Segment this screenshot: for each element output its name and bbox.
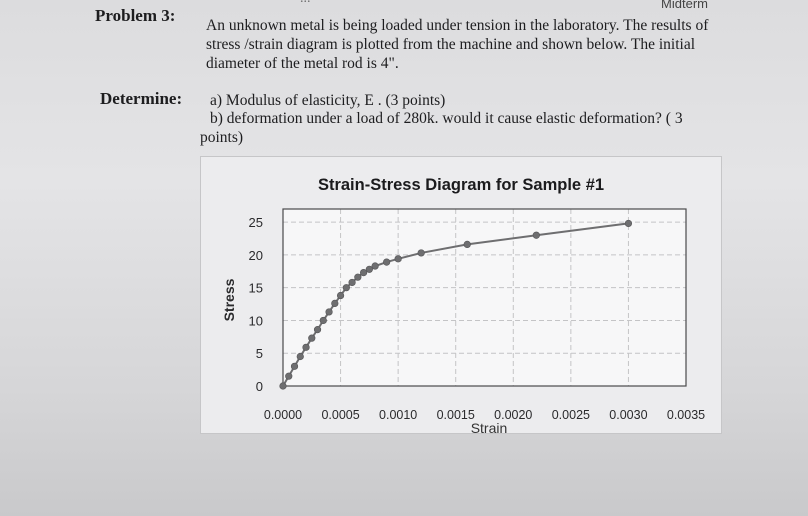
determine-label: Determine: <box>100 89 183 108</box>
problem-label: Problem 3: <box>95 6 176 25</box>
x-tick-label: 0.0030 <box>609 408 647 422</box>
problem-line-2: stress /strain diagram is plotted from t… <box>206 36 696 53</box>
problem-line-1: An unknown metal is being loaded under t… <box>206 17 709 34</box>
exam-label: Midterm <box>661 0 708 11</box>
chart-container: 0 5 10 15 20 25 0.0000 0.0005 0.0010 0.0015 0.0020… <box>200 156 722 434</box>
data-point <box>325 308 333 316</box>
data-point <box>348 278 356 287</box>
x-tick-label: 0.0020 <box>494 408 532 422</box>
x-tick-label: 0.0035 <box>667 408 705 422</box>
x-tick-label: 0.0010 <box>379 408 417 422</box>
data-point <box>371 262 379 270</box>
strain-stress-chart: 0 5 10 15 20 25 0.0000 0.0005 0.0010 0.0015 0.0020… <box>221 176 705 433</box>
data-point <box>331 299 339 307</box>
data-point <box>383 258 391 266</box>
data-point <box>279 382 287 390</box>
determine-item-b: b) deformation under a load of 280k. wou… <box>210 110 683 127</box>
data-point <box>532 231 540 239</box>
y-tick-label: 25 <box>249 215 263 230</box>
data-point <box>394 255 402 263</box>
y-tick-label: 15 <box>249 281 263 296</box>
data-point <box>290 362 299 370</box>
y-axis-label: Stress <box>221 278 237 321</box>
y-tick-label: 0 <box>256 379 263 394</box>
x-tick-label: 0.0015 <box>437 408 475 422</box>
data-point <box>354 273 362 281</box>
y-tick-label: 10 <box>249 313 263 328</box>
x-tick-label: 0.0005 <box>321 408 359 422</box>
data-point <box>342 284 350 292</box>
course-header-fragment: ... <box>300 0 311 7</box>
x-axis-label: Strain <box>471 420 508 433</box>
x-tick-label: 0.0025 <box>552 408 590 422</box>
data-point <box>360 268 368 277</box>
x-tick-label: 0.0000 <box>264 408 302 422</box>
data-point <box>463 240 471 248</box>
data-point <box>336 291 345 300</box>
data-point <box>302 343 310 351</box>
determine-item-a: a) Modulus of elasticity, E . (3 points) <box>210 92 446 109</box>
data-point <box>308 334 316 342</box>
y-tick-label: 20 <box>249 248 263 263</box>
data-point <box>313 326 322 334</box>
data-point <box>319 316 327 325</box>
data-point <box>624 219 633 228</box>
data-point <box>365 265 373 273</box>
y-tick-label: 5 <box>256 346 263 361</box>
problem-line-3: diameter of the metal rod is 4". <box>206 55 399 72</box>
determine-item-b-continued: points) <box>200 129 244 146</box>
data-point <box>417 249 425 257</box>
data-point <box>285 372 293 380</box>
plot-frame <box>282 208 687 387</box>
chart-title: Strain-Stress Diagram for Sample #1 <box>318 176 604 194</box>
data-point <box>296 352 304 361</box>
plot-area <box>283 209 686 386</box>
